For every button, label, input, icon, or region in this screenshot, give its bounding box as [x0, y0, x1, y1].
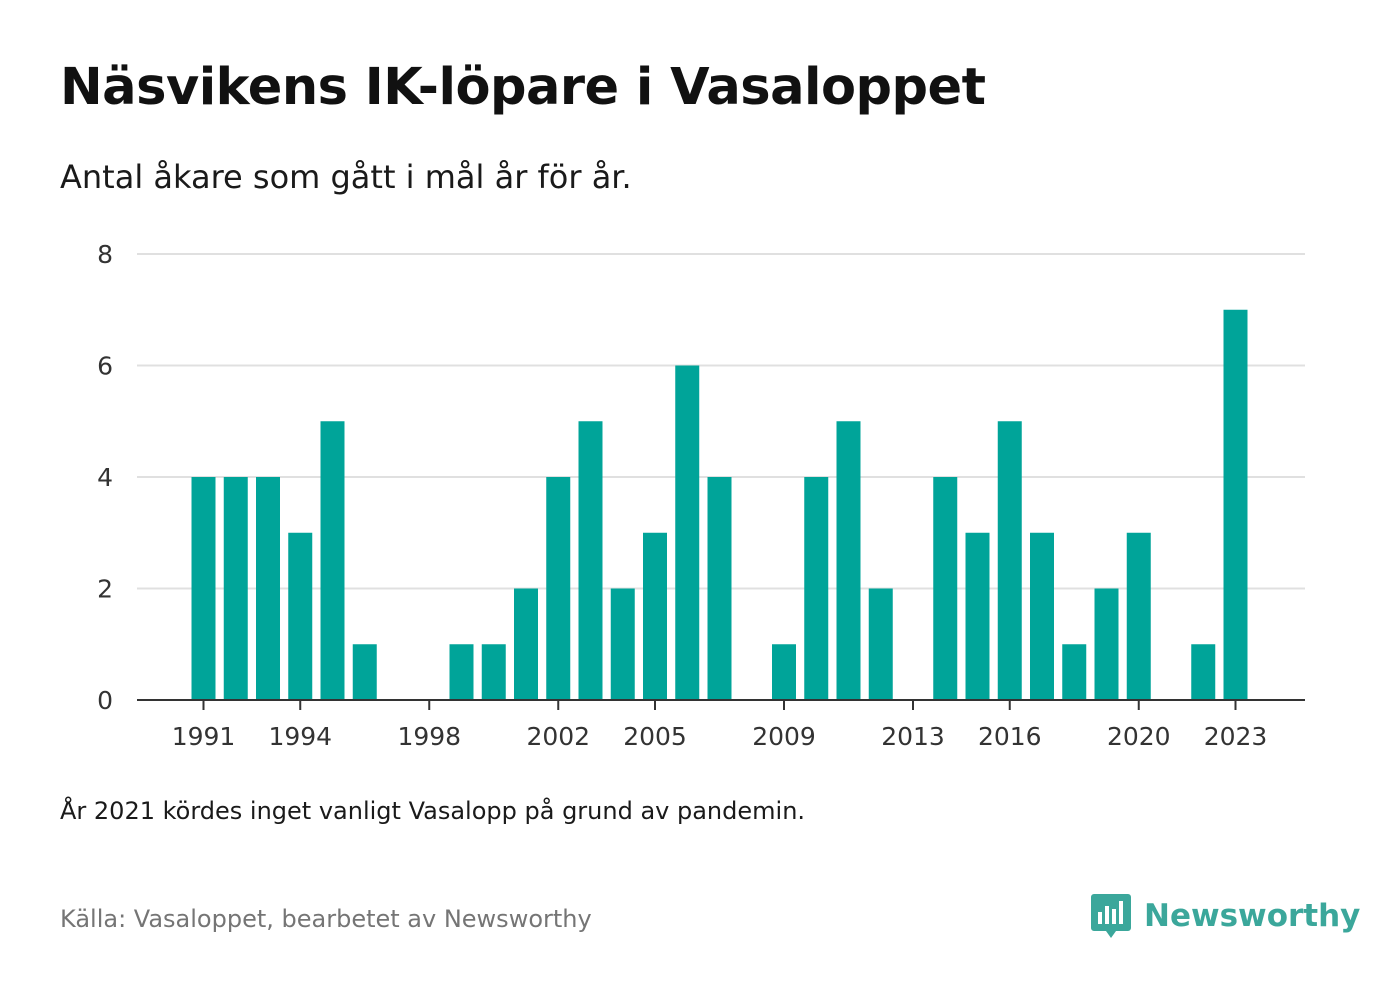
bar-2022 — [1191, 644, 1216, 700]
bar-2004 — [610, 588, 635, 700]
bar-1991 — [191, 477, 216, 700]
y-tick-label-0: 0 — [97, 686, 113, 715]
bar-1994 — [288, 532, 313, 700]
bar-2018 — [1062, 644, 1087, 700]
chart-subtitle: Antal åkare som gått i mål år för år. — [60, 158, 632, 196]
x-tick-label-2016: 2016 — [978, 722, 1042, 751]
bar-2007 — [707, 477, 732, 700]
x-tick-label-2002: 2002 — [526, 722, 590, 751]
chart-footnote: År 2021 kördes inget vanligt Vasalopp på… — [60, 797, 806, 825]
bar-1992 — [223, 477, 248, 700]
bar-2019 — [1094, 588, 1119, 700]
x-tick-label-2020: 2020 — [1107, 722, 1171, 751]
bar-2015 — [965, 532, 990, 700]
source-credit: Källa: Vasaloppet, bearbetet av Newswort… — [60, 905, 592, 933]
chart-title: Näsvikens IK-löpare i Vasaloppet — [60, 58, 986, 117]
bar-2023 — [1223, 309, 1248, 700]
brand-name: Newsworthy — [1144, 898, 1361, 934]
brand-logo[interactable]: Newsworthy — [1090, 892, 1360, 940]
bar-2000 — [481, 644, 506, 700]
y-tick-label-2: 2 — [97, 575, 113, 604]
x-tick-label-1998: 1998 — [397, 722, 461, 751]
x-tick-label-1991: 1991 — [172, 722, 236, 751]
bar-2016 — [997, 421, 1022, 700]
bar-1993 — [256, 477, 280, 700]
bar-1999 — [449, 644, 474, 700]
bar-2001 — [514, 588, 538, 700]
bar-2005 — [643, 532, 667, 700]
bar-2010 — [804, 477, 829, 700]
bar-2002 — [546, 477, 571, 700]
bar-2006 — [675, 365, 700, 700]
bar-2003 — [578, 421, 603, 700]
bar-2014 — [933, 477, 958, 700]
bar-2011 — [836, 421, 861, 700]
x-tick-label-2013: 2013 — [881, 722, 945, 751]
bar-1996 — [352, 644, 377, 700]
y-tick-label-6: 6 — [97, 352, 113, 381]
bar-2020 — [1126, 532, 1151, 700]
x-tick-label-2023: 2023 — [1204, 722, 1268, 751]
bar-2012 — [868, 588, 893, 700]
x-tick-label-1994: 1994 — [268, 722, 332, 751]
bar-1995 — [320, 421, 345, 700]
y-tick-label-8: 8 — [97, 240, 113, 269]
y-tick-label-4: 4 — [97, 463, 113, 492]
newsworthy-logo-icon — [1091, 894, 1131, 938]
bar-2009 — [772, 644, 796, 700]
bar-2017 — [1030, 532, 1054, 700]
x-tick-label-2009: 2009 — [752, 722, 816, 751]
x-tick-label-2005: 2005 — [623, 722, 687, 751]
